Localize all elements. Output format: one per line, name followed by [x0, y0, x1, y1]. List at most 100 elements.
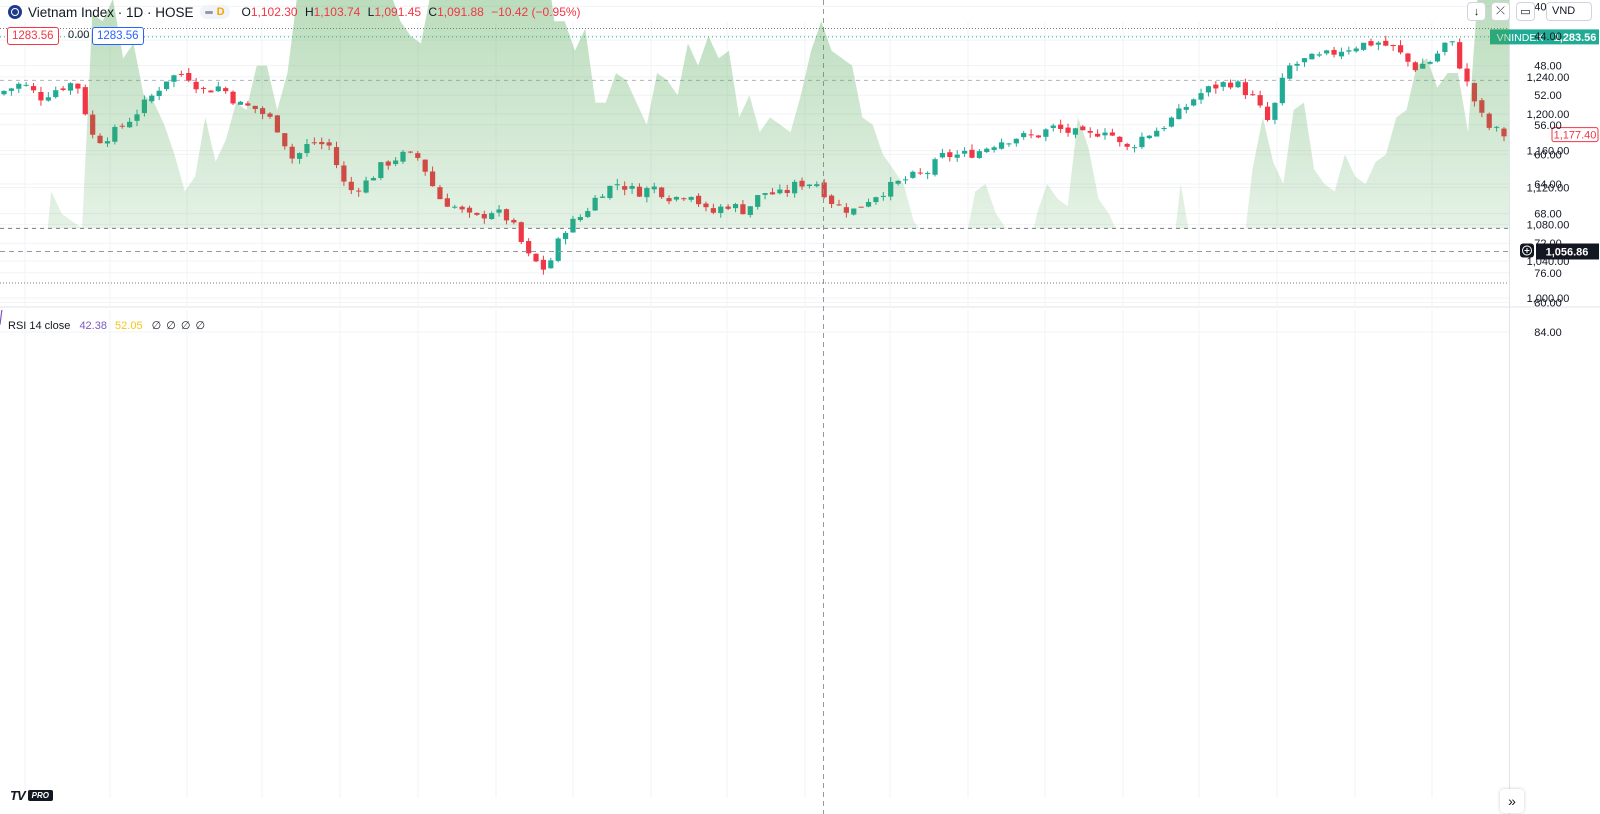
- tradingview-logo[interactable]: TV PRO: [10, 787, 53, 803]
- sell-button[interactable]: 1283.56: [7, 27, 59, 45]
- candle-body: [562, 232, 569, 240]
- candle-body: [1124, 143, 1130, 147]
- candle-body: [1168, 117, 1175, 127]
- candle-body: [1, 90, 7, 95]
- candle-body: [75, 83, 81, 89]
- candle-body: [939, 152, 946, 158]
- candle-body: [193, 81, 199, 90]
- price-axis-tick: 1,200.00: [1527, 109, 1570, 121]
- candle-body: [969, 149, 975, 158]
- candle-body: [902, 179, 909, 181]
- candle-body: [1442, 42, 1448, 52]
- currency-select[interactable]: VND: [1546, 2, 1592, 21]
- candle-body: [178, 73, 184, 75]
- tv-logo-mark: TV: [10, 787, 26, 803]
- candle-body: [548, 260, 554, 269]
- candle-body: [1250, 94, 1256, 96]
- fullscreen-icon[interactable]: ▭: [1516, 2, 1535, 21]
- candle-body: [1035, 135, 1042, 138]
- candle-body: [518, 222, 524, 242]
- low-label: L: [367, 5, 375, 19]
- candle-body: [1309, 53, 1315, 60]
- candle-body: [1301, 58, 1308, 63]
- interval-badge: D: [216, 6, 225, 18]
- candle-body: [8, 88, 14, 91]
- candle-body: [1154, 130, 1160, 137]
- candle-body: [1457, 42, 1463, 69]
- candle-body: [1294, 63, 1300, 66]
- interval-pill[interactable]: D: [199, 5, 230, 19]
- candle-body: [1361, 42, 1367, 50]
- candle-body: [1213, 84, 1219, 89]
- candle-body: [925, 172, 931, 175]
- buy-button[interactable]: 1283.56: [92, 27, 144, 45]
- candle-body: [1272, 102, 1278, 120]
- rsi-title: RSI 14 close: [8, 320, 71, 332]
- candle-body: [1228, 82, 1234, 88]
- candle-body: [1346, 50, 1352, 52]
- price-axis-tick: 1,120.00: [1527, 183, 1570, 195]
- candle-body: [38, 91, 44, 101]
- candle-body: [1220, 82, 1226, 87]
- candle-body: [156, 90, 162, 97]
- rsi-axis-tick: 76.00: [1534, 268, 1562, 280]
- candle-body: [200, 87, 207, 89]
- candle-body: [23, 84, 29, 86]
- candle-body: [237, 101, 244, 105]
- candle-body: [215, 86, 221, 92]
- candle-body: [163, 81, 170, 90]
- symbol-title[interactable]: Vietnam Index · 1D · HOSE: [28, 4, 194, 20]
- candle-body: [1405, 53, 1411, 62]
- open-value: 1,102.30: [250, 5, 298, 19]
- scroll-to-realtime-button[interactable]: »: [1500, 789, 1524, 813]
- candle-body: [1427, 61, 1433, 64]
- prev-close-tag: 1,177.40: [1554, 130, 1597, 142]
- candle-body: [1072, 128, 1079, 135]
- candle-body: [991, 147, 997, 150]
- candle-body: [186, 73, 192, 81]
- download-icon[interactable]: ↓: [1467, 2, 1486, 21]
- candle-body: [998, 142, 1005, 149]
- candle-body: [1176, 108, 1182, 120]
- candle-body: [67, 83, 74, 91]
- candle-body: [223, 88, 229, 92]
- candle-body: [947, 152, 953, 157]
- candle-body: [1131, 147, 1138, 149]
- ohlc-readout: O1,102.30 H1,103.74 L1,091.45 C1,091.88 …: [242, 5, 585, 19]
- high-label: H: [304, 5, 314, 19]
- candle-body: [53, 90, 59, 98]
- rsi-overbought-fill: [47, 0, 1509, 229]
- crosshair-price-bg: [1536, 243, 1599, 260]
- candle-body: [1013, 138, 1019, 144]
- candle-body: [976, 151, 982, 158]
- candle-body: [1331, 49, 1337, 55]
- candle-body: [1021, 133, 1027, 138]
- candle-body: [1058, 124, 1064, 129]
- compress-icon[interactable]: ⤫: [1491, 2, 1510, 21]
- candle-body: [1080, 126, 1086, 131]
- open-label: O: [241, 5, 251, 19]
- rsi-legend[interactable]: RSI 14 close 42.38 52.05 ∅ ∅ ∅ ∅: [8, 319, 206, 332]
- prev-close-tag-bg: [1551, 127, 1599, 143]
- candle-body: [1287, 65, 1293, 79]
- candle-body: [1279, 77, 1285, 104]
- chevron-double-right-icon: »: [1508, 793, 1516, 809]
- candle-body: [533, 253, 539, 262]
- price-axis-tick: 1,240.00: [1527, 72, 1570, 84]
- rsi-axis-tick: 68.00: [1534, 209, 1562, 221]
- rsi-axis-tick: 80.00: [1534, 297, 1562, 309]
- candle-body: [540, 259, 547, 270]
- candle-body: [1368, 41, 1374, 46]
- candle-body: [208, 90, 214, 93]
- candle-body: [526, 241, 532, 254]
- candle-body: [1449, 41, 1455, 43]
- candle-body: [82, 87, 88, 115]
- candle-body: [1117, 136, 1123, 143]
- candle-body: [1161, 128, 1167, 130]
- candle-body: [1094, 133, 1101, 137]
- candle-body: [171, 75, 177, 82]
- candle-body: [1087, 130, 1093, 133]
- candle-body: [555, 238, 561, 261]
- candle-body: [1191, 99, 1197, 106]
